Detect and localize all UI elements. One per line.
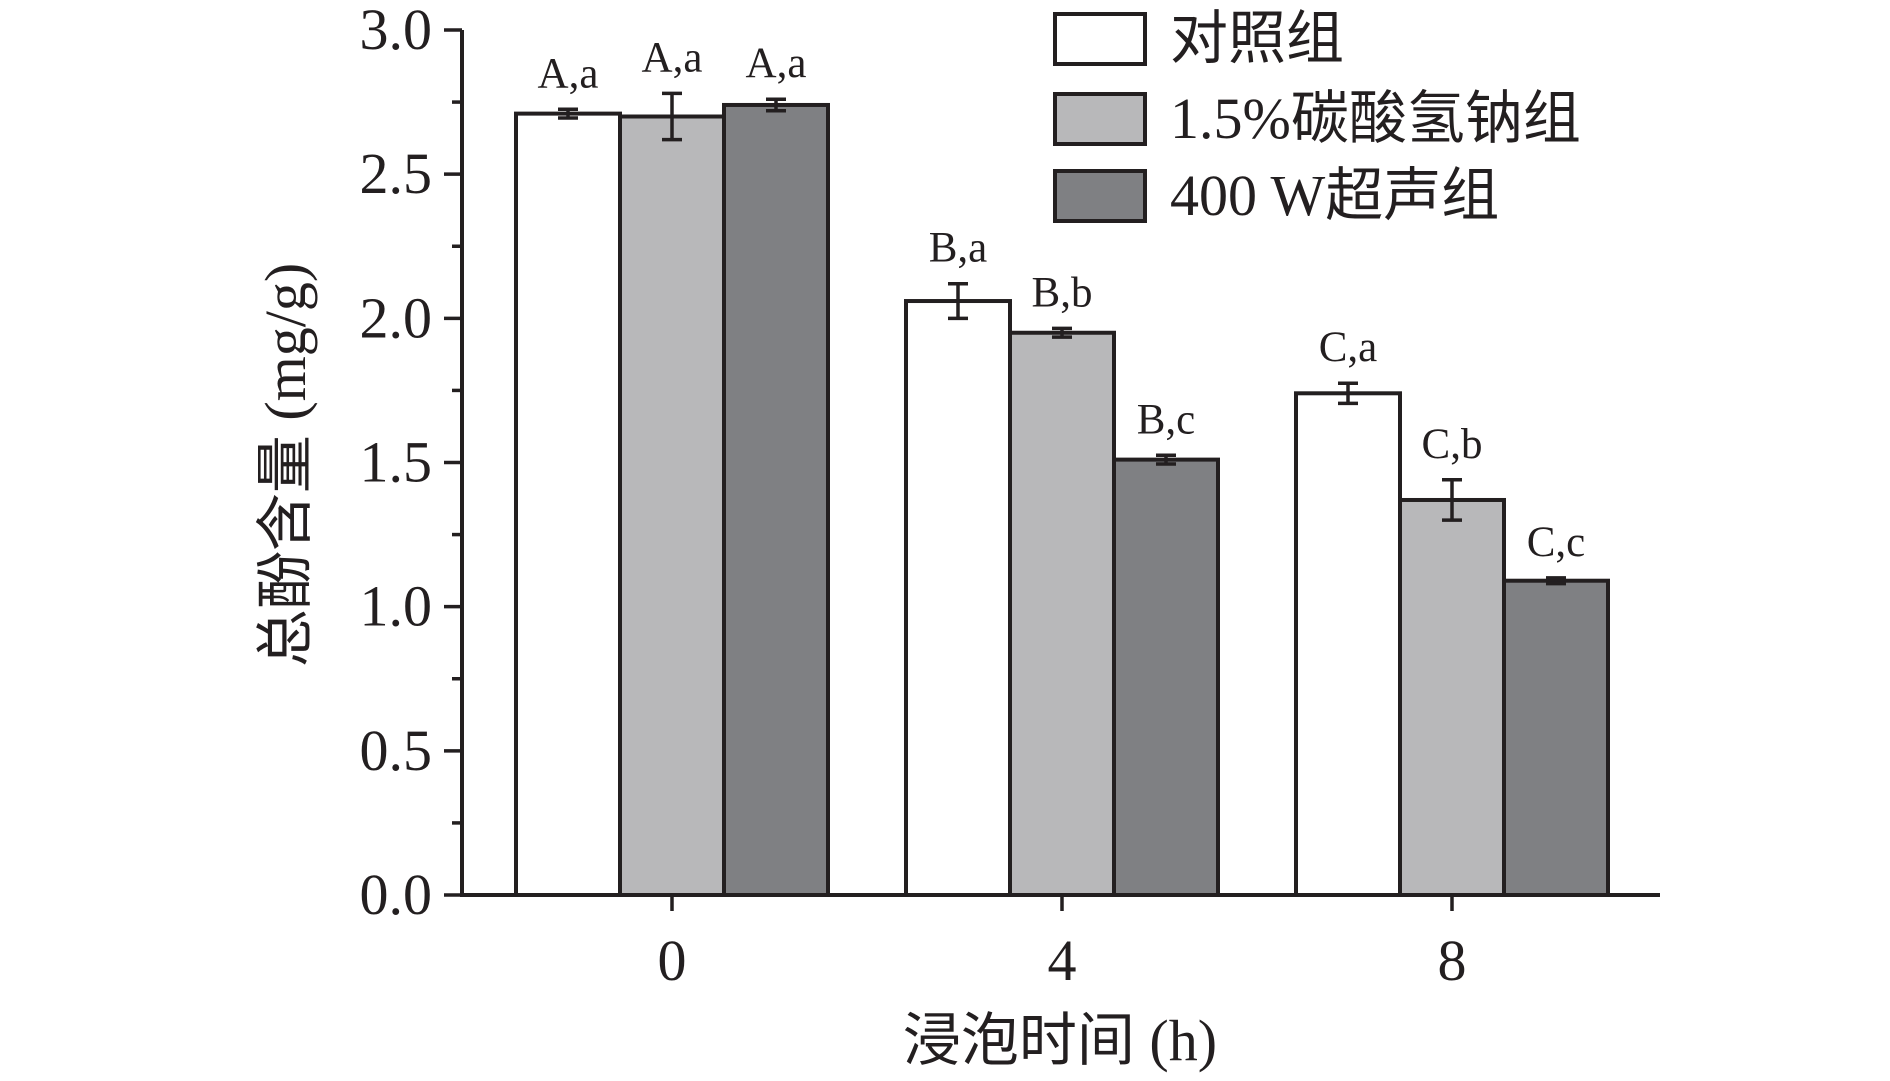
x-tick-label: 8 (1438, 928, 1467, 993)
bar-series-3-cat-0 (722, 102, 830, 897)
significance-labels: A,a B,a C,a A,a B,b C,b A,a B,c C,c (538, 34, 1586, 565)
legend-swatch (1053, 169, 1147, 223)
error-bar (1052, 326, 1072, 339)
error-bar (948, 281, 968, 321)
y-tick-label: 3.0 (360, 0, 433, 62)
x-ticks: 0 4 8 (658, 895, 1467, 993)
x-axis-title: 浸泡时间 (h) (903, 1008, 1217, 1073)
error-bar (1442, 478, 1462, 522)
y-axis-title: 总酚含量 (mg/g) (253, 263, 318, 667)
bar-series-3-cat-4 (1112, 457, 1220, 897)
y-tick-label: 2.0 (360, 285, 433, 350)
error-bar (662, 91, 682, 142)
error-bar (1546, 576, 1566, 586)
error-bar (1338, 381, 1358, 406)
bars-layer (514, 91, 1610, 898)
y-tick-label: 2.5 (360, 141, 433, 206)
bar-series-2-cat-8 (1398, 497, 1506, 897)
error-bar (1156, 453, 1176, 466)
significance-label: B,c (1137, 396, 1196, 443)
y-tick-label: 0.0 (360, 862, 433, 927)
significance-label: B,a (929, 225, 988, 272)
legend-label: 对照组 (1170, 6, 1344, 71)
significance-label: C,a (1319, 324, 1378, 371)
x-tick-label: 0 (658, 928, 687, 993)
legend-swatch (1053, 92, 1147, 146)
significance-label: B,b (1032, 269, 1093, 316)
y-ticks: 0.0 0.5 1.0 1.5 2.0 2.5 3.0 (360, 0, 462, 927)
significance-label: C,c (1527, 519, 1586, 566)
legend: 对照组 1.5%碳酸氢钠组 400 W超声组 (1053, 6, 1581, 228)
bar-series-2-cat-0 (618, 114, 726, 897)
y-tick-label: 0.5 (360, 718, 433, 783)
significance-label: A,a (642, 34, 703, 81)
bar-series-1-cat-0 (514, 111, 622, 898)
bar-series-1-cat-4 (904, 299, 1012, 897)
error-bar (558, 107, 578, 120)
significance-label: A,a (746, 40, 807, 87)
bar-series-1-cat-8 (1294, 391, 1402, 897)
legend-label: 400 W超声组 (1170, 163, 1499, 228)
error-bar (766, 97, 786, 113)
legend-swatch (1053, 12, 1147, 66)
x-tick-label: 4 (1048, 928, 1077, 993)
y-tick-label: 1.0 (360, 574, 433, 639)
legend-label: 1.5%碳酸氢钠组 (1170, 86, 1581, 151)
significance-label: C,b (1422, 421, 1483, 468)
y-tick-label: 1.5 (360, 430, 433, 495)
significance-label: A,a (538, 50, 599, 97)
bar-series-2-cat-4 (1008, 330, 1116, 897)
bar-series-3-cat-8 (1502, 578, 1610, 897)
